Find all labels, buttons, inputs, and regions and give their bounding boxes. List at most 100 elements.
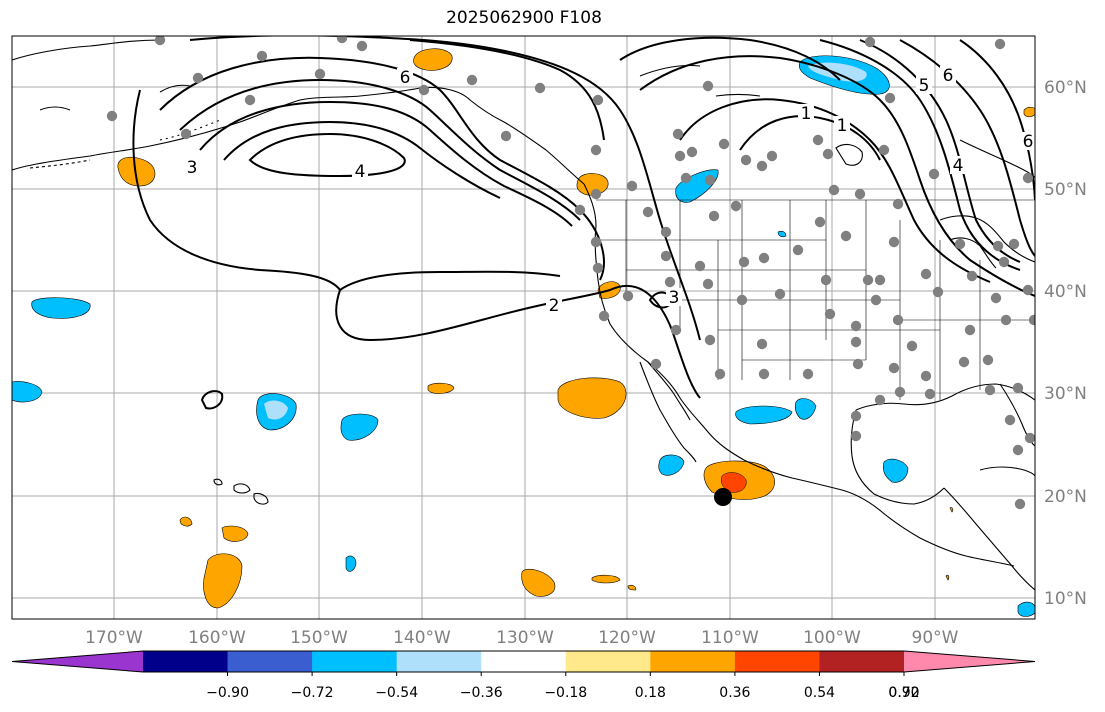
station-dot [598, 310, 610, 322]
station-dot [642, 206, 654, 218]
contour-label-bg [397, 68, 413, 86]
station-dot [590, 144, 602, 156]
station-dot [592, 94, 604, 106]
contour-label-bg [184, 158, 200, 176]
lon-label: 150°W [290, 628, 348, 648]
lon-label: 90°W [912, 628, 959, 648]
station-dot [920, 268, 932, 280]
station-dot [650, 358, 662, 370]
colorbar-segment [481, 651, 567, 672]
colorbar-segment [143, 651, 229, 672]
station-dot [738, 256, 750, 268]
station-dot [314, 68, 326, 80]
station-dot [874, 274, 886, 286]
contour-label: 3 [187, 158, 198, 178]
lat-label: 60°N [1044, 78, 1087, 98]
plot-area [12, 36, 1035, 619]
station-dot [740, 154, 752, 166]
station-dot [862, 274, 874, 286]
station-dot [758, 368, 770, 380]
contour-label-bg [950, 156, 966, 174]
station-dot [840, 230, 852, 242]
station-dot [850, 410, 862, 422]
colorbar-segment [565, 651, 651, 672]
station-dot [336, 36, 348, 44]
station-dot [154, 36, 166, 46]
station-dot [708, 210, 720, 222]
lon-label: 100°W [803, 628, 861, 648]
station-dot [774, 288, 786, 300]
station-dot [1022, 172, 1034, 184]
colorbar-tick-label: −0.18 [544, 685, 587, 701]
station-dot [466, 74, 478, 86]
station-dot [894, 386, 906, 398]
map-title: 2025062900 F108 [446, 8, 602, 28]
station-dot [180, 128, 192, 140]
colorbar-tick-label: 0.54 [804, 685, 835, 701]
lon-label: 110°W [701, 628, 759, 648]
colorbar-tick-label: −0.54 [375, 685, 418, 701]
station-dot [766, 150, 778, 162]
station-dot [888, 362, 900, 374]
station-dot [1028, 314, 1035, 326]
station-dot [1008, 238, 1020, 250]
contour-label: 1 [837, 116, 848, 136]
contour-lines [132, 36, 1035, 410]
positive-anomaly-shading [117, 48, 1035, 609]
station-dot [626, 180, 638, 192]
station-dot [990, 292, 1002, 304]
station-dot [994, 38, 1006, 50]
station-dot [704, 174, 716, 186]
station-dot [1014, 498, 1026, 510]
station-dot [850, 430, 862, 442]
colorbar-segment [819, 651, 905, 672]
station-dot [924, 388, 936, 400]
station-dot [660, 226, 672, 238]
station-dot [686, 146, 698, 158]
station-dot [812, 134, 824, 146]
contour-label: 3 [669, 288, 680, 308]
colorbar-segment [734, 651, 820, 672]
station-dot [1004, 414, 1016, 426]
station-dot [590, 236, 602, 248]
lat-label: 50°N [1044, 180, 1087, 200]
station-dot [674, 150, 686, 162]
station-dot [1000, 314, 1012, 326]
station-dot [954, 238, 966, 250]
longitude-labels: 170°W 160°W 150°W 140°W 130°W 120°W 110°W 100°W… [85, 628, 959, 648]
station-dot [672, 128, 684, 140]
station-dot [702, 80, 714, 92]
contour-label-bg [834, 116, 850, 134]
contour-label: 6 [1023, 132, 1034, 152]
station-dot [854, 188, 866, 200]
contour-label-bg [352, 162, 368, 180]
contour-label: 5 [919, 76, 930, 96]
station-dot [982, 354, 994, 366]
station-dot [802, 368, 814, 380]
station-dot [756, 160, 768, 172]
station-dot [884, 92, 896, 104]
station-dot [850, 336, 862, 348]
station-dot [1022, 284, 1034, 296]
station-dot [966, 270, 978, 282]
station-dot [574, 204, 586, 216]
colorbar: −0.90 −0.72 −0.54 −0.36 −0.18 0.18 0.36 0.54 0.7… [11, 650, 1036, 701]
colorbar-tick-label: 0.36 [719, 685, 750, 701]
colorbar-tick-label: −0.90 [206, 685, 249, 701]
contour-label-bg [1020, 132, 1036, 150]
station-dot [622, 290, 634, 302]
colorbar-segment [396, 651, 482, 672]
station-dot [824, 308, 836, 320]
colorbar-tick-label: −0.36 [460, 685, 503, 701]
station-dot [714, 368, 726, 380]
station-dot [660, 250, 672, 262]
station-dot [852, 358, 864, 370]
station-markers [106, 36, 1035, 510]
colorbar-extend-high [904, 651, 1035, 672]
contour-label-bg [916, 76, 932, 94]
station-dot [920, 370, 932, 382]
station-dot [874, 394, 886, 406]
station-dot [888, 236, 900, 248]
